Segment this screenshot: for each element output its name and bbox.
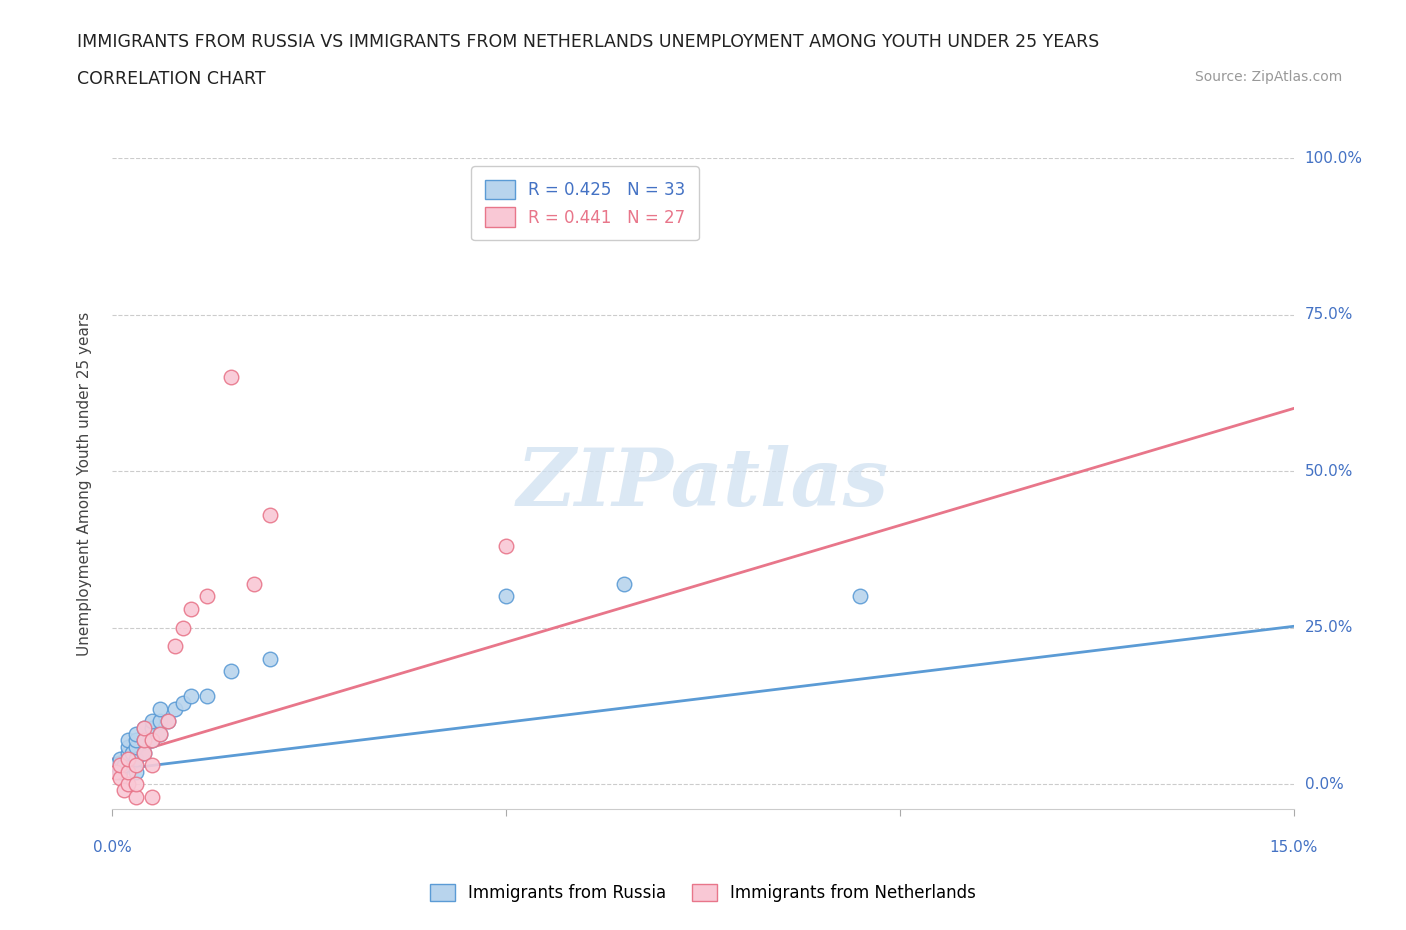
Point: [495, 589, 517, 604]
Point: [495, 538, 517, 553]
Point: [165, 639, 187, 654]
Point: [125, 726, 148, 741]
Point: [117, 751, 139, 766]
Point: [117, 751, 139, 766]
Point: [117, 777, 139, 791]
Point: [172, 696, 194, 711]
Legend: Immigrants from Russia, Immigrants from Netherlands: Immigrants from Russia, Immigrants from …: [430, 884, 976, 902]
Point: [117, 764, 139, 779]
Point: [117, 745, 139, 760]
Point: [149, 701, 172, 716]
Point: [105, 764, 128, 779]
Point: [259, 508, 281, 523]
Point: [219, 664, 242, 679]
Point: [172, 620, 194, 635]
Point: [180, 689, 202, 704]
Point: [132, 745, 155, 760]
Point: [112, 783, 135, 798]
Text: 50.0%: 50.0%: [1305, 463, 1353, 479]
Point: [141, 733, 163, 748]
Text: 0.0%: 0.0%: [1305, 777, 1343, 791]
Point: [125, 751, 148, 766]
Point: [141, 714, 163, 729]
Point: [132, 745, 155, 760]
Point: [125, 764, 148, 779]
Point: [149, 726, 172, 741]
Point: [141, 790, 163, 804]
Point: [125, 777, 148, 791]
Legend: R = 0.425   N = 33, R = 0.441   N = 27: R = 0.425 N = 33, R = 0.441 N = 27: [471, 166, 699, 240]
Point: [156, 714, 179, 729]
Point: [180, 602, 202, 617]
Text: CORRELATION CHART: CORRELATION CHART: [77, 70, 266, 87]
Point: [132, 720, 155, 735]
Point: [149, 726, 172, 741]
Point: [613, 213, 636, 228]
Point: [156, 714, 179, 729]
Point: [141, 758, 163, 773]
Y-axis label: Unemployment Among Youth under 25 years: Unemployment Among Youth under 25 years: [77, 312, 91, 656]
Text: ZIPatlas: ZIPatlas: [517, 445, 889, 523]
Point: [132, 733, 155, 748]
Point: [195, 689, 218, 704]
Point: [613, 577, 636, 591]
Text: 75.0%: 75.0%: [1305, 307, 1353, 322]
Point: [243, 577, 266, 591]
Point: [105, 758, 128, 773]
Text: 0.0%: 0.0%: [93, 840, 132, 855]
Point: [849, 589, 872, 604]
Point: [110, 770, 132, 785]
Point: [195, 589, 218, 604]
Point: [132, 733, 155, 748]
Text: 100.0%: 100.0%: [1305, 151, 1362, 166]
Text: IMMIGRANTS FROM RUSSIA VS IMMIGRANTS FROM NETHERLANDS UNEMPLOYMENT AMONG YOUTH U: IMMIGRANTS FROM RUSSIA VS IMMIGRANTS FRO…: [77, 33, 1099, 50]
Point: [165, 701, 187, 716]
Point: [125, 739, 148, 754]
Point: [219, 370, 242, 385]
Point: [117, 739, 139, 754]
Point: [117, 733, 139, 748]
Point: [110, 764, 132, 779]
Point: [259, 651, 281, 666]
Text: 15.0%: 15.0%: [1270, 840, 1317, 855]
Point: [110, 758, 132, 773]
Text: Source: ZipAtlas.com: Source: ZipAtlas.com: [1195, 70, 1343, 84]
Text: 25.0%: 25.0%: [1305, 620, 1353, 635]
Point: [121, 745, 143, 760]
Point: [110, 751, 132, 766]
Point: [132, 720, 155, 735]
Point: [125, 790, 148, 804]
Point: [141, 720, 163, 735]
Point: [125, 733, 148, 748]
Point: [141, 733, 163, 748]
Point: [149, 714, 172, 729]
Point: [112, 758, 135, 773]
Point: [125, 758, 148, 773]
